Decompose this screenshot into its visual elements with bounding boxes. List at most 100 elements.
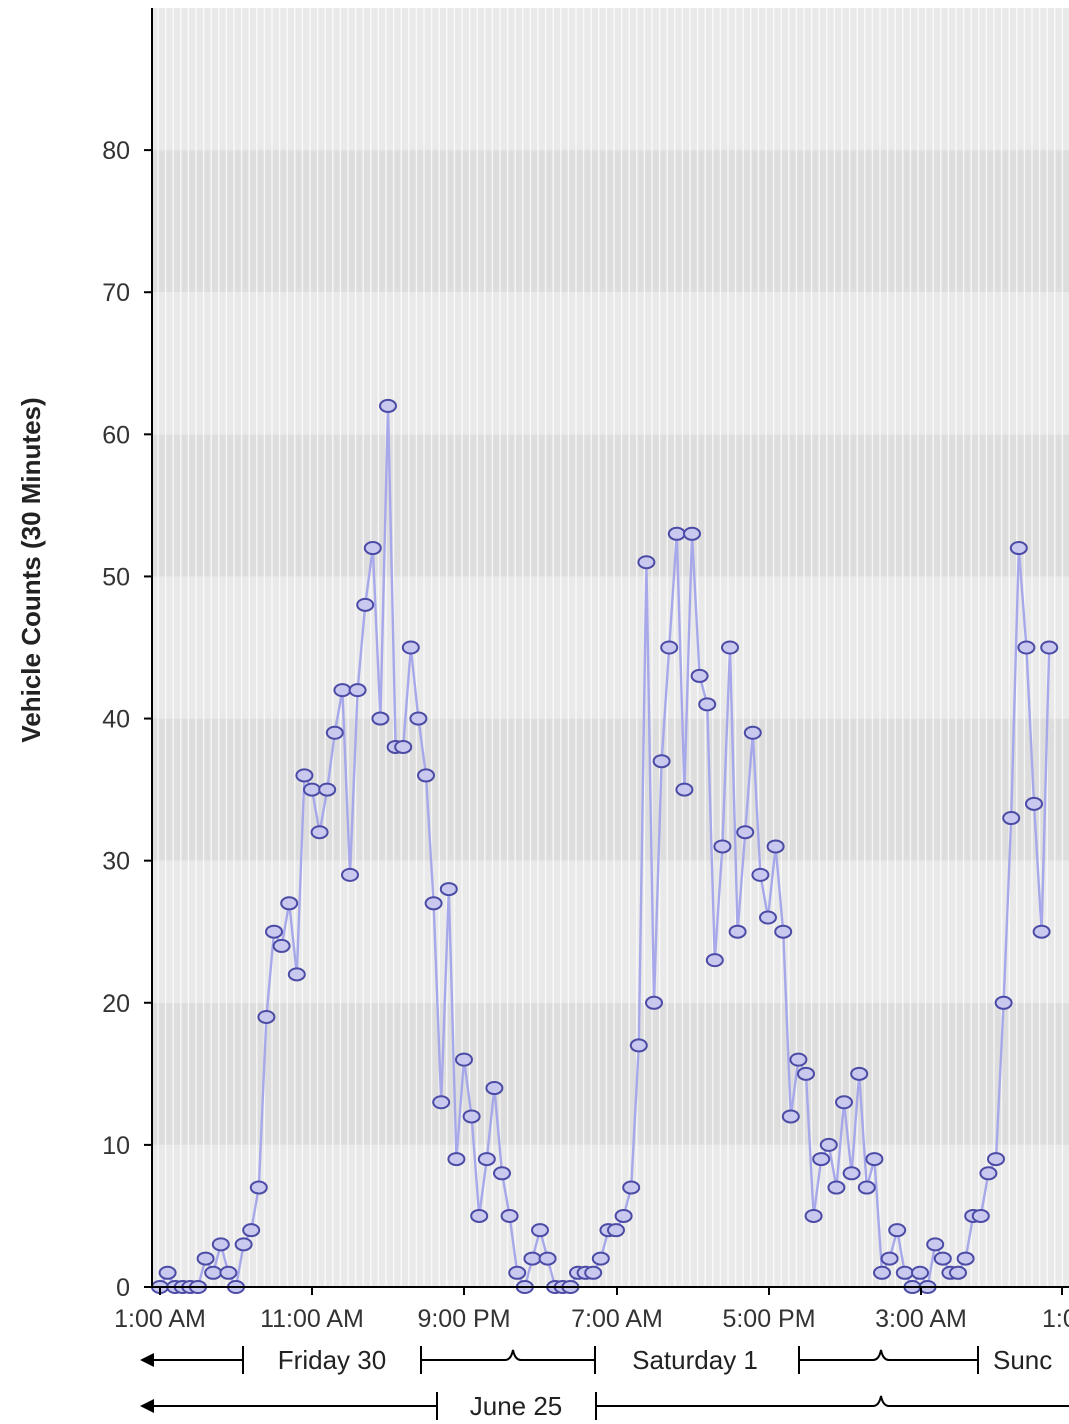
- x-tick-label: 7:00 AM: [571, 1305, 663, 1333]
- data-point: [160, 1267, 176, 1279]
- plot-band: [152, 150, 1069, 292]
- data-point: [418, 769, 434, 781]
- data-point: [980, 1167, 996, 1179]
- data-point: [973, 1210, 989, 1222]
- data-point: [274, 940, 290, 952]
- data-point: [342, 869, 358, 881]
- day-label: Friday 30: [278, 1345, 386, 1375]
- week-band: June 25: [140, 1391, 1069, 1421]
- data-point: [684, 528, 700, 540]
- data-point: [524, 1253, 540, 1265]
- data-point: [927, 1238, 943, 1250]
- data-point: [266, 926, 282, 938]
- data-point: [798, 1068, 814, 1080]
- data-point: [319, 784, 335, 796]
- data-point: [441, 883, 457, 895]
- data-point: [638, 556, 654, 568]
- data-point: [372, 713, 388, 725]
- data-point: [365, 542, 381, 554]
- plot-band: [152, 861, 1069, 1003]
- data-point: [593, 1253, 609, 1265]
- plot-band: [152, 1003, 1069, 1145]
- data-point: [312, 826, 328, 838]
- data-point: [692, 670, 708, 682]
- data-point: [471, 1210, 487, 1222]
- data-point: [357, 599, 373, 611]
- y-tick-label: 50: [102, 563, 130, 591]
- data-point: [1003, 812, 1019, 824]
- plot-band: [152, 8, 1069, 150]
- y-tick-label: 60: [102, 421, 130, 449]
- data-point: [874, 1267, 890, 1279]
- data-point: [251, 1182, 267, 1194]
- data-point: [403, 642, 419, 654]
- y-tick-label: 80: [102, 137, 130, 165]
- y-tick-label: 70: [102, 279, 130, 307]
- data-point: [1026, 798, 1042, 810]
- data-point: [213, 1238, 229, 1250]
- data-point: [866, 1153, 882, 1165]
- data-point: [608, 1224, 624, 1236]
- data-point: [585, 1267, 601, 1279]
- data-point: [540, 1253, 556, 1265]
- day-label: Sunc: [993, 1345, 1052, 1375]
- data-point: [350, 684, 366, 696]
- data-point: [448, 1153, 464, 1165]
- data-point: [380, 400, 396, 412]
- data-point: [304, 784, 320, 796]
- x-tick-label: 11:00 AM: [260, 1305, 364, 1333]
- midnight-marker: [873, 1350, 889, 1360]
- data-point: [752, 869, 768, 881]
- data-point: [661, 642, 677, 654]
- midnight-marker: [873, 1396, 889, 1406]
- data-point: [1018, 642, 1034, 654]
- data-point: [988, 1153, 1004, 1165]
- data-point: [395, 741, 411, 753]
- data-point: [775, 926, 791, 938]
- data-point: [654, 755, 670, 767]
- x-tick-label: 1:00 AM: [114, 1305, 206, 1333]
- data-point: [631, 1039, 647, 1051]
- data-point: [243, 1224, 259, 1236]
- data-point: [456, 1054, 472, 1066]
- y-tick-label: 10: [102, 1132, 130, 1160]
- y-tick-label: 0: [116, 1274, 130, 1302]
- data-point: [669, 528, 685, 540]
- data-point: [258, 1011, 274, 1023]
- data-point: [494, 1167, 510, 1179]
- x-tick-label: 3:00 AM: [875, 1305, 967, 1333]
- plot-band: [152, 292, 1069, 434]
- x-axis-ticks: 1:00 AM 11:00 AM 9:00 PM 7:00 AM 5:00 PM 3:00…: [114, 1287, 1069, 1333]
- data-point: [464, 1110, 480, 1122]
- data-point: [289, 968, 305, 980]
- data-point: [198, 1253, 214, 1265]
- y-tick-label: 20: [102, 990, 130, 1018]
- data-point: [623, 1182, 639, 1194]
- data-point: [1011, 542, 1027, 554]
- data-point: [859, 1182, 875, 1194]
- data-point: [296, 769, 312, 781]
- data-point: [813, 1153, 829, 1165]
- data-point: [486, 1082, 502, 1094]
- data-point: [707, 954, 723, 966]
- data-point: [828, 1182, 844, 1194]
- data-point: [996, 997, 1012, 1009]
- midnight-marker: [505, 1350, 521, 1360]
- data-point: [327, 727, 343, 739]
- x-tick-label: 9:00 PM: [417, 1305, 510, 1333]
- data-point: [882, 1253, 898, 1265]
- data-point: [768, 840, 784, 852]
- data-point: [737, 826, 753, 838]
- data-point: [950, 1267, 966, 1279]
- plot-band: [152, 719, 1069, 861]
- data-point: [616, 1210, 632, 1222]
- data-point: [958, 1253, 974, 1265]
- data-point: [281, 897, 297, 909]
- data-point: [714, 840, 730, 852]
- data-point: [426, 897, 442, 909]
- data-point: [745, 727, 761, 739]
- y-axis-ticks: 0 10 20 30 40 50 60 70 80: [102, 137, 152, 1302]
- day-label: Saturday 1: [632, 1345, 758, 1375]
- week-label: June 25: [470, 1391, 563, 1421]
- data-point: [699, 698, 715, 710]
